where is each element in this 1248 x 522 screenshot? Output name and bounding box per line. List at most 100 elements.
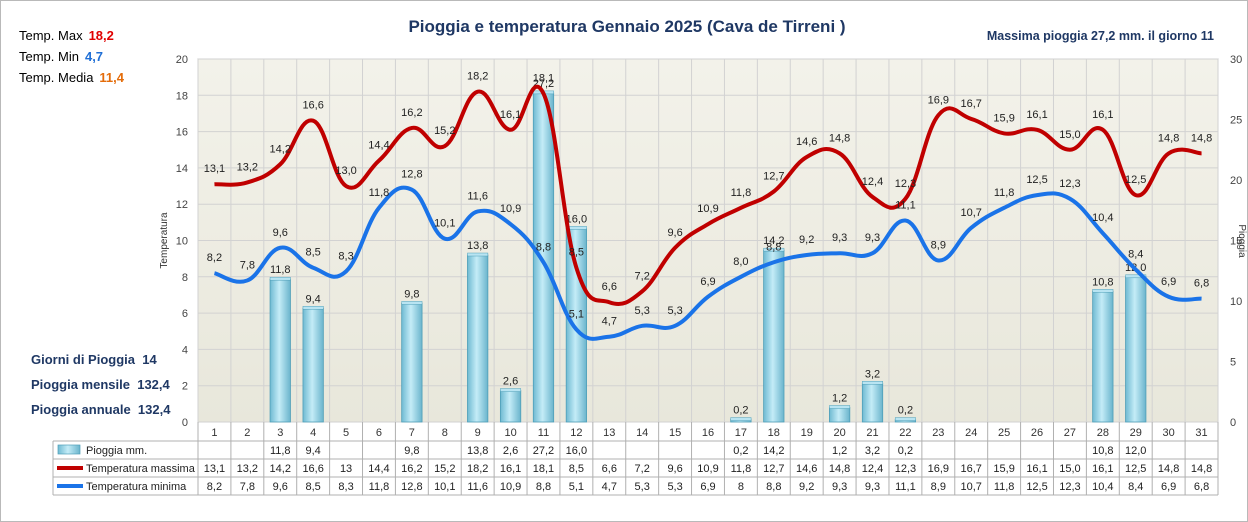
min-temp-point-label: 8,2	[207, 252, 222, 264]
max-temp-point-label: 8,5	[569, 247, 584, 259]
x-tick-label: 3	[277, 427, 283, 439]
rain-bar	[829, 407, 851, 423]
rain-bar-top	[500, 388, 522, 392]
x-tick-label: 27	[1064, 427, 1076, 439]
table-cell: 9,4	[306, 445, 321, 457]
min-temp-point-label: 6,9	[700, 276, 715, 288]
table-cell: 8,4	[1128, 481, 1143, 493]
table-cell: 16,1	[1092, 463, 1113, 475]
max-temp-point-label: 16,2	[401, 107, 422, 119]
rain-bar-label: 2,6	[503, 376, 518, 388]
x-tick-label: 10	[504, 427, 516, 439]
table-row-header: Temperatura minima	[86, 481, 187, 493]
min-temp-point-label: 9,3	[832, 232, 847, 244]
rain-bar-top	[302, 306, 324, 310]
table-cell: 14,2	[270, 463, 291, 475]
table-cell: 15,0	[1059, 463, 1080, 475]
table-cell: 13,1	[204, 463, 225, 475]
stat-mean-value: 11,4	[99, 70, 125, 85]
x-tick-label: 11	[538, 427, 549, 439]
stat-mean-label: Temp. Media	[19, 70, 94, 85]
table-cell: 9,6	[667, 463, 682, 475]
table-cell: 18,2	[467, 463, 488, 475]
stat-mean: Temp. Media 11,4	[19, 69, 124, 90]
table-cell: 9,3	[832, 481, 847, 493]
max-temp-line	[214, 84, 1202, 307]
table-cell: 5,1	[569, 481, 584, 493]
min-temp-line	[213, 185, 1202, 341]
table-cell: 8,8	[766, 481, 781, 493]
x-tick-label: 13	[603, 427, 615, 439]
y-left-tick-label: 0	[182, 417, 188, 429]
table-cell: 15,2	[434, 463, 455, 475]
min-temp-point-label: 11,8	[369, 187, 390, 199]
min-temp-point-label: 10,9	[500, 203, 521, 215]
rain-bar	[269, 278, 291, 423]
table-cell: 10,4	[1092, 481, 1113, 493]
stat-max-value: 18,2	[88, 28, 114, 43]
x-tick-label: 15	[669, 427, 681, 439]
min-temp-point-label: 9,6	[273, 227, 288, 239]
max-temp-point-label: 16,7	[961, 98, 982, 110]
rain-bar-label: 1,2	[832, 392, 847, 404]
table-cell: 12,3	[895, 463, 916, 475]
min-temp-point-label: 11,1	[895, 200, 916, 212]
table-cell: 18,1	[533, 463, 554, 475]
table-cell: 4,7	[602, 481, 617, 493]
min-temp-point-label: 8,9	[931, 239, 946, 251]
table-cell: 10,8	[1092, 445, 1113, 457]
max-temp-point-label: 16,1	[1026, 109, 1047, 121]
x-tick-label: 22	[899, 427, 911, 439]
y-left-tick-label: 4	[182, 344, 188, 356]
table-cell: 11,1	[895, 481, 916, 493]
y-right-tick-label: 5	[1230, 357, 1236, 369]
table-cell: 8,2	[207, 481, 222, 493]
max-rain-note: Massima pioggia 27,2 mm. il giorno 11	[987, 29, 1214, 43]
max-temp-point-label: 14,8	[1191, 132, 1212, 144]
table-cell: 9,2	[799, 481, 814, 493]
y-left-tick-label: 14	[176, 163, 188, 175]
table-cell: 12,5	[1026, 481, 1047, 493]
x-tick-label: 8	[442, 427, 448, 439]
rain-bar-top	[1125, 274, 1147, 279]
rain-bar-label: 14,2	[763, 235, 784, 247]
table-cell: 10,7	[961, 481, 982, 493]
table-cell: 12,4	[862, 463, 883, 475]
x-tick-label: 7	[409, 427, 415, 439]
table-cell: 14,4	[368, 463, 389, 475]
min-temp-point-label: 10,1	[434, 218, 455, 230]
table-cell: 14,8	[1158, 463, 1179, 475]
rain-bar-top	[1092, 289, 1114, 293]
min-temp-point-label: 4,7	[602, 316, 617, 328]
x-tick-label: 19	[801, 427, 813, 439]
max-temp-point-label: 7,2	[635, 270, 650, 282]
min-temp-point-label: 6,9	[1161, 276, 1176, 288]
table-cell: 7,8	[240, 481, 255, 493]
max-temp-point-label: 18,2	[467, 71, 488, 83]
table-cell: 6,6	[602, 463, 617, 475]
min-temp-point-label: 8,8	[536, 241, 551, 253]
table-cell: 8,9	[931, 481, 946, 493]
table-cell: 5,3	[667, 481, 682, 493]
min-temp-point-label: 8,0	[733, 256, 748, 268]
table-cell: 11,6	[467, 481, 488, 493]
rain-bar-top	[467, 252, 489, 257]
table-cell: 16,0	[566, 445, 587, 457]
table-cell: 6,9	[1161, 481, 1176, 493]
max-temp-point-label: 12,5	[1125, 174, 1146, 186]
table-cell: 16,6	[302, 463, 323, 475]
max-temp-point-label: 6,6	[602, 281, 617, 293]
rain-summary-panel: Giorni di Pioggia 14 Pioggia mensile 132…	[31, 352, 170, 427]
max-temp-point-label: 10,9	[697, 203, 718, 215]
min-temp-point-label: 11,8	[994, 187, 1015, 199]
max-temp-point-label: 12,3	[895, 178, 916, 190]
table-cell: 6,8	[1194, 481, 1209, 493]
table-cell: 16,9	[928, 463, 949, 475]
table-cell: 16,2	[401, 463, 422, 475]
x-tick-label: 4	[310, 427, 316, 439]
table-cell: 11,8	[731, 463, 752, 475]
rain-annual-value: 132,4	[137, 402, 171, 417]
rain-monthly-label: Pioggia mensile	[31, 377, 130, 392]
rain-bar	[302, 307, 324, 423]
rain-bar	[763, 249, 785, 423]
